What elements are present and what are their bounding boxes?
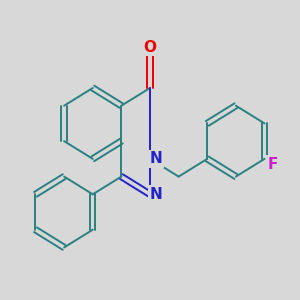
Text: N: N <box>150 187 162 202</box>
Text: N: N <box>150 152 162 166</box>
Text: O: O <box>143 40 157 55</box>
Text: F: F <box>268 157 278 172</box>
